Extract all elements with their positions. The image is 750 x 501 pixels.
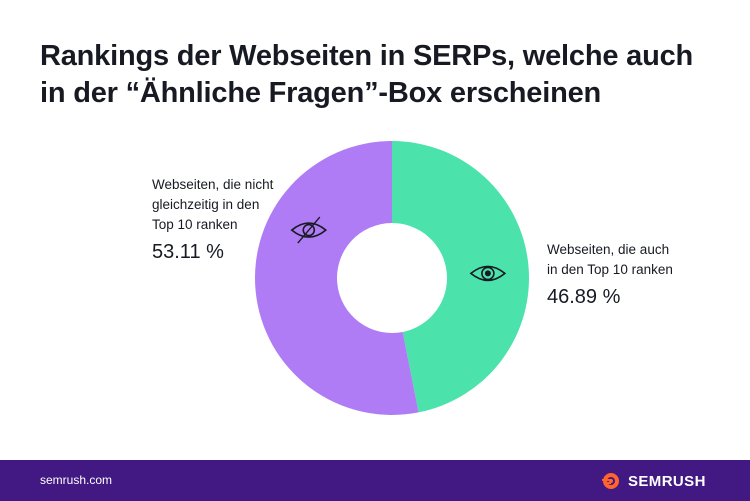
brand-wordmark: SEMRUSH — [628, 472, 706, 490]
slice-label-top10: Webseiten, die auch in den Top 10 ranken… — [547, 240, 717, 310]
semrush-logo-icon — [602, 473, 619, 489]
slice-label-line: gleichzeitig in den — [152, 197, 260, 212]
infographic-card: Rankings der Webseiten in SERPs, welche … — [40, 38, 730, 415]
slice-value-not-top10: 53.11 % — [152, 241, 224, 263]
slice-not-top10 — [254, 141, 419, 415]
title-line-1: Rankings der Webseiten in SERPs, welche … — [40, 40, 694, 72]
slice-label-line: Top 10 ranken — [152, 217, 238, 232]
slice-label-line: in den Top 10 ranken — [547, 262, 673, 277]
eye-crossed-icon — [290, 216, 328, 244]
footer-bar: semrush.com SEMRUSH — [0, 460, 750, 501]
footer-url-link[interactable]: semrush.com — [40, 473, 113, 487]
chart-title: Rankings der Webseiten in SERPs, welche … — [40, 38, 730, 112]
slice-label-line: Webseiten, die auch — [547, 242, 670, 257]
donut-chart — [254, 141, 529, 415]
slice-label-line: Webseiten, die nicht — [152, 177, 274, 192]
slice-label-not-top10: Webseiten, die nicht gleichzeitig in den… — [152, 175, 302, 265]
title-line-2: in der “Ähnliche Fragen”-Box erscheinen — [40, 77, 602, 109]
slice-top10 — [392, 141, 529, 413]
eye-icon — [469, 265, 507, 282]
slice-value-top10: 46.89 % — [547, 286, 621, 308]
brand-logo[interactable]: SEMRUSH — [602, 471, 706, 491]
